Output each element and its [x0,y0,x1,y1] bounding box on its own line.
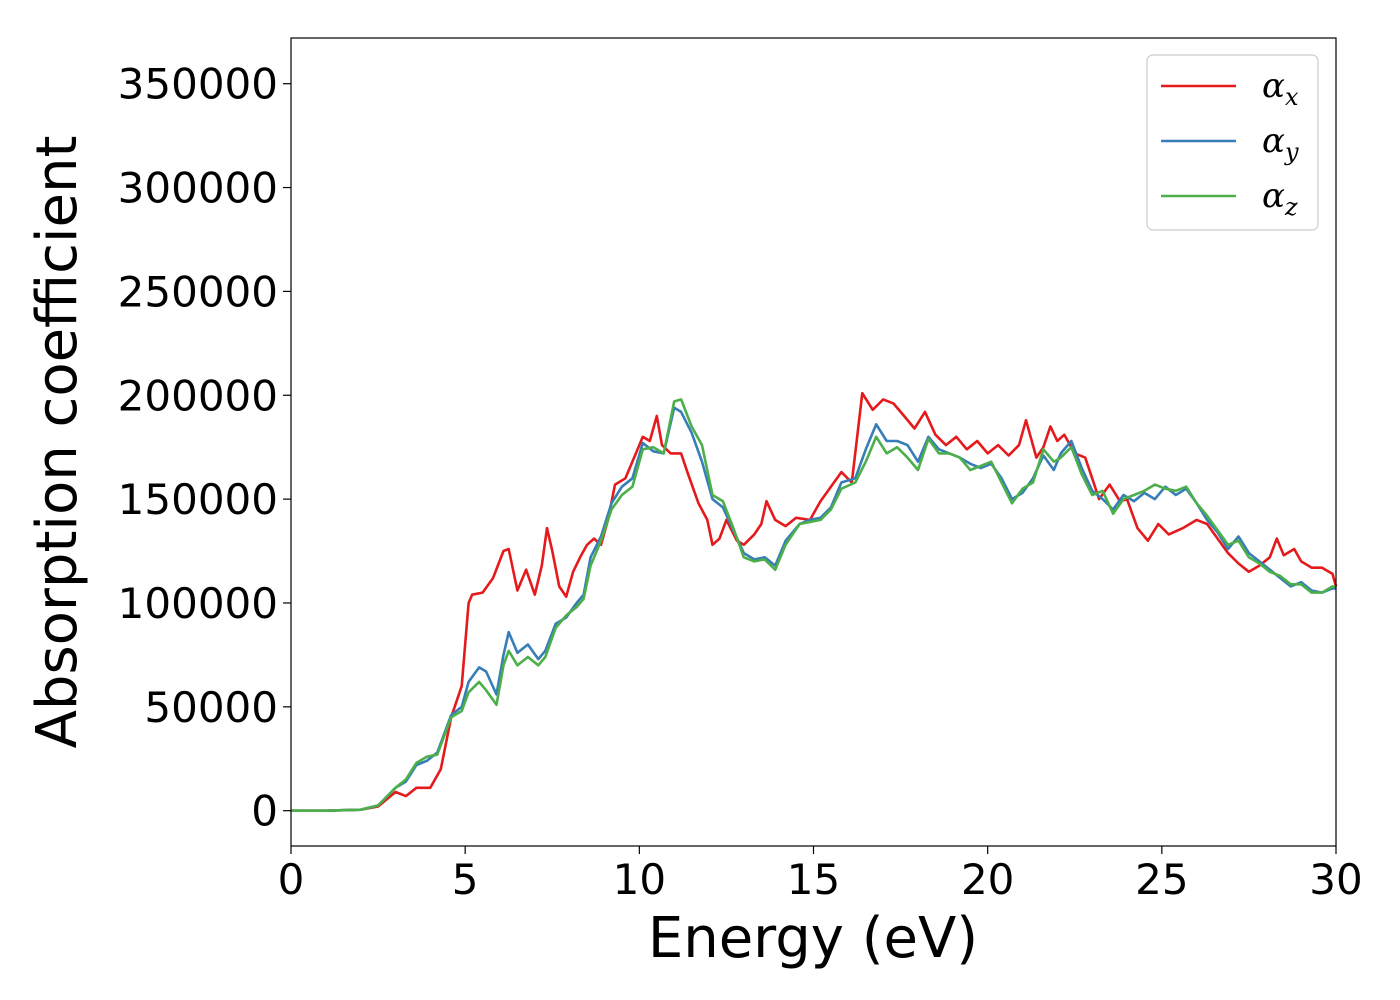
x-tick-label: 0 [278,855,305,904]
x-tick-label: 5 [452,855,479,904]
x-tick-label: 25 [1135,855,1188,904]
legend-box [1146,54,1319,231]
y-tick-label: 300000 [118,164,278,213]
y-tick-label: 200000 [118,371,278,420]
x-axis-label: Energy (eV) [648,906,978,971]
x-tick-label: 30 [1309,855,1362,904]
x-tick-label: 15 [787,855,840,904]
series-layer [291,391,1338,812]
y-tick-label: 150000 [118,475,278,524]
x-tick-label: 20 [961,855,1014,904]
y-axis-label: Absorption coefficient [25,136,90,749]
legend-label-x: αx [1262,66,1299,111]
x-axis-ticks: 0 5 10 15 20 25 30 [278,846,1363,904]
series-line-y [291,406,1336,812]
x-tick-label: 10 [613,855,666,904]
y-axis-ticks: 0 50000 100000 150000 200000 250000 300000 3500… [118,60,291,836]
y-tick-label: 50000 [144,683,278,732]
series-line-z [291,398,1336,812]
series-line-x [291,391,1338,812]
y-tick-label: 100000 [118,579,278,628]
y-tick-label: 250000 [118,267,278,316]
y-tick-label: 0 [251,787,278,836]
legend-label-y: αy [1262,121,1299,166]
y-tick-label: 350000 [118,60,278,109]
